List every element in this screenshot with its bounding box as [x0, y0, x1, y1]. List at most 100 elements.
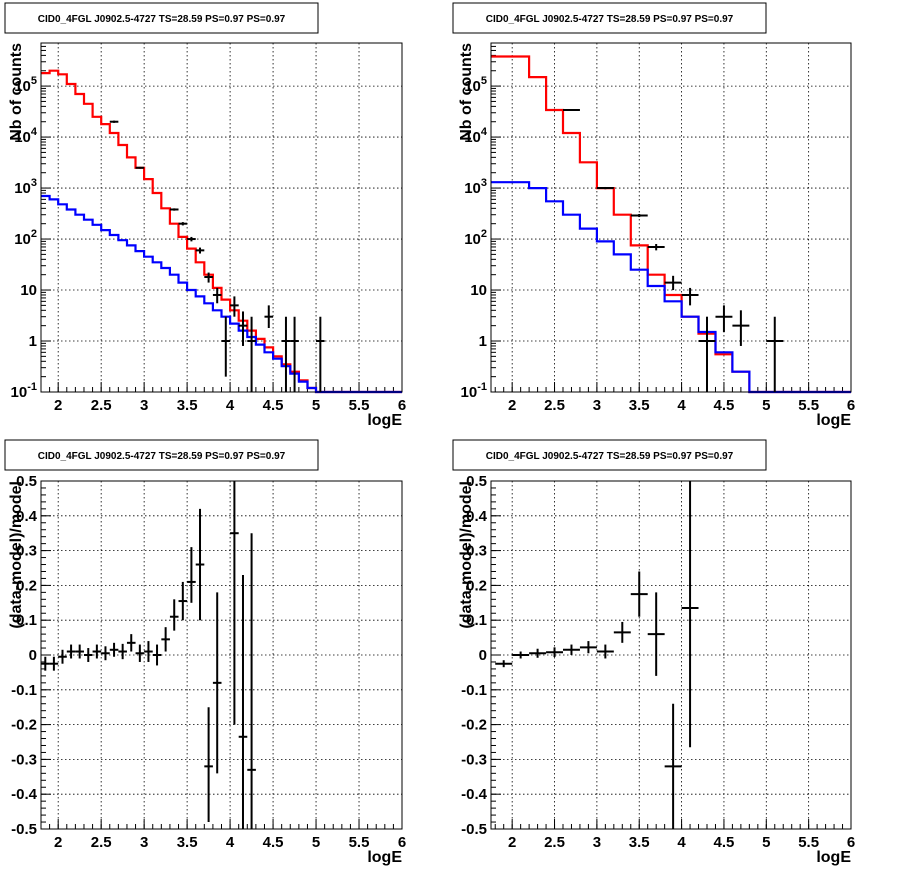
y-tick-label: 103 [464, 177, 487, 197]
data-point [647, 592, 665, 676]
data-point [118, 643, 127, 660]
y-tick-label: 0 [479, 647, 487, 664]
data-point [664, 275, 682, 291]
x-tick-label: 2.5 [91, 834, 112, 851]
data-point [563, 108, 580, 111]
x-tick-label: 4 [677, 397, 686, 414]
x-tick-label: 2 [508, 397, 516, 414]
x-tick-label: 4 [226, 397, 235, 414]
data-point [178, 222, 188, 226]
title-box [4, 2, 319, 34]
plot-frame [490, 42, 852, 393]
x-tick-label: 2 [54, 397, 62, 414]
data-point [135, 644, 145, 662]
data-point [647, 243, 665, 251]
x-tick-label: 5 [762, 834, 770, 851]
x-tick-label: 2 [54, 834, 62, 851]
data-point [290, 316, 299, 392]
chart-panel-4: 2 2.5 3 3.5 4 4.5 5 5.5 6 -0.5 -0.4 -0.3 -0.2 -0.1 0 0.… [452, 439, 855, 866]
data-point [187, 236, 196, 242]
data-point [230, 296, 239, 317]
x-axis-label: logE [816, 412, 851, 429]
y-tick-label: 10 [470, 282, 487, 299]
y-tick-label: 1 [29, 333, 37, 350]
x-tick-label: 6 [398, 397, 406, 414]
data-point [281, 316, 291, 392]
chart-panel-1: 2 2.5 3 3.5 4 4.5 5 5.5 6 10-1 1 10 102 103 104 105 logE… [4, 2, 406, 429]
x-tick-label: 2.5 [544, 397, 565, 414]
data-point [92, 644, 102, 659]
data-point [766, 316, 784, 392]
data-point [83, 648, 93, 662]
x-tick-label: 4 [677, 834, 686, 851]
y-tick-label: -0.5 [11, 821, 37, 838]
y-tick-label: 0 [29, 647, 37, 664]
data-point [247, 533, 256, 829]
data-point [596, 644, 614, 659]
title-box [452, 439, 767, 471]
y-tick-label: 0.3 [16, 543, 37, 560]
data-point [109, 642, 119, 657]
model-total-histogram [41, 69, 402, 394]
data-point [212, 592, 222, 774]
y-tick-label: -0.2 [11, 717, 37, 734]
data-point [135, 166, 145, 169]
x-tick-label: 3.5 [177, 397, 198, 414]
data-point [66, 644, 76, 659]
data-point [630, 213, 648, 218]
data-point [529, 648, 547, 658]
data-point [698, 316, 716, 392]
data-point [178, 581, 188, 621]
chart-panel-2: 2 2.5 3 3.5 4 4.5 5 5.5 6 10-1 1 10 102 103 104 105 logE… [452, 2, 855, 429]
y-tick-label: -0.1 [461, 682, 487, 699]
data-point [546, 647, 563, 658]
data-point [596, 186, 614, 190]
y-tick-label: 0.5 [16, 473, 37, 490]
model-background-histogram [41, 194, 402, 394]
y-tick-label: 103 [14, 177, 37, 197]
data-point [563, 644, 580, 655]
y-tick-label: 0.2 [16, 577, 37, 594]
x-tick-label: 5 [312, 834, 320, 851]
y-tick-label: 102 [464, 228, 487, 248]
y-tick-label: 0.3 [466, 543, 487, 560]
data-point [101, 646, 110, 661]
data-point [152, 644, 162, 666]
x-axis-label: logE [816, 849, 851, 866]
x-tick-label: 5.5 [349, 397, 370, 414]
x-tick-label: 5.5 [349, 834, 370, 851]
y-tick-label: -0.1 [11, 682, 37, 699]
x-tick-label: 4.5 [263, 834, 284, 851]
y-tick-label: 10-1 [11, 381, 37, 401]
y-tick-label: 0.2 [466, 577, 487, 594]
plot-frame [40, 480, 403, 830]
x-tick-label: 5 [312, 397, 320, 414]
y-tick-label: 0.4 [466, 508, 488, 525]
y-tick-label: 0.5 [466, 473, 487, 490]
data-point [613, 621, 631, 643]
y-tick-label: -0.2 [461, 717, 487, 734]
y-tick-label: 102 [14, 228, 37, 248]
data-point [144, 641, 153, 662]
x-tick-label: 4.5 [714, 834, 735, 851]
x-tick-label: 2.5 [544, 834, 565, 851]
chart-panel-3: 2 2.5 3 3.5 4 4.5 5 5.5 6 -0.5 -0.4 -0.3 -0.2 -0.1 0 0.… [4, 439, 406, 866]
data-point [264, 305, 274, 328]
data-point [126, 634, 136, 652]
y-tick-label: -0.4 [461, 786, 488, 803]
data-point [212, 287, 222, 304]
y-tick-label: 0.1 [466, 612, 487, 629]
data-point [238, 574, 248, 829]
x-tick-label: 5 [762, 397, 770, 414]
data-point [495, 660, 513, 668]
y-axis-label: Nb of counts [8, 43, 25, 141]
model-total-histogram [491, 55, 851, 394]
x-tick-label: 6 [847, 834, 855, 851]
data-point [49, 656, 59, 671]
data-point [41, 656, 50, 671]
y-tick-label: -0.3 [11, 751, 37, 768]
data-point [109, 120, 119, 123]
x-tick-label: 5.5 [798, 834, 819, 851]
data-point [204, 272, 213, 283]
data-point [238, 311, 248, 346]
